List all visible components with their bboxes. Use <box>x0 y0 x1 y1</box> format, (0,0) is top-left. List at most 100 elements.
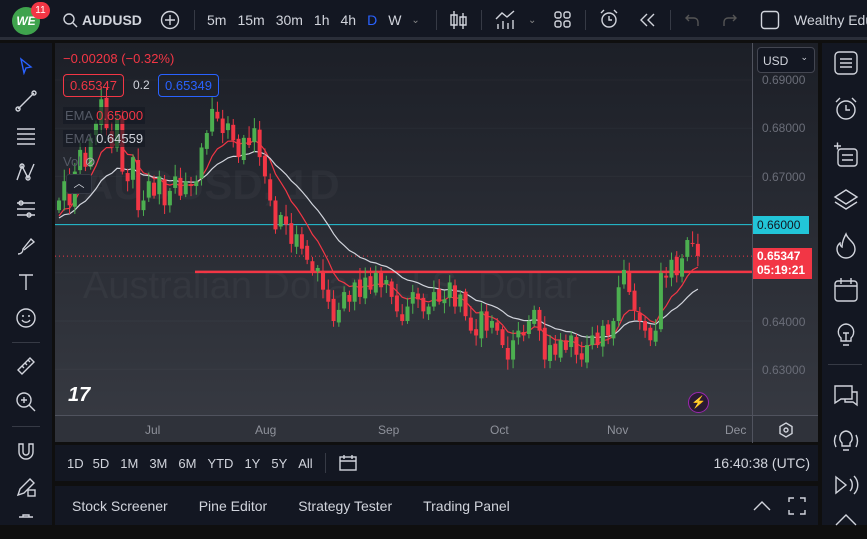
ema-slow-legend[interactable]: EMA 0.64559 <box>63 130 146 147</box>
fib-retracement-icon[interactable] <box>13 123 39 149</box>
lock-drawing-icon[interactable] <box>13 474 39 500</box>
add-symbol-icon[interactable] <box>160 10 180 30</box>
hotlist-fire-icon[interactable] <box>832 231 860 259</box>
level-price-label: 0.66000 <box>753 216 809 234</box>
utc-clock[interactable]: 16:40:38 (UTC) <box>713 455 810 471</box>
range-5y[interactable]: 5Y <box>271 455 288 471</box>
range-1y[interactable]: 1Y <box>244 455 261 471</box>
chevron-down-icon[interactable]: ⌄ <box>411 14 420 26</box>
alert-icon[interactable] <box>598 8 620 32</box>
brush-icon[interactable] <box>13 233 39 259</box>
projection-icon[interactable] <box>13 196 39 222</box>
candle-body <box>368 276 373 290</box>
chart-pane[interactable]: AUDUSD, 1D Australian Dollar / U.S. Doll… <box>55 43 752 415</box>
candle-body <box>690 242 695 244</box>
tab-strategy-tester[interactable]: Strategy Tester <box>298 497 393 514</box>
data-window-icon[interactable] <box>832 141 860 169</box>
tab-pine-editor[interactable]: Pine Editor <box>198 497 268 514</box>
cursor-icon[interactable] <box>13 53 39 79</box>
eye-hidden-icon[interactable]: ⊘ <box>84 154 96 169</box>
tf-d[interactable]: D <box>367 12 378 28</box>
candle-body <box>62 181 67 201</box>
text-icon[interactable] <box>13 269 39 295</box>
redo-icon[interactable] <box>722 12 738 28</box>
trend-line-icon[interactable] <box>13 88 39 114</box>
volume-legend[interactable]: Vol ⊘ <box>63 154 96 169</box>
date-range-bar: 1D 5D 1M 3M 6M YTD 1Y 5Y All 16:40:38 (U… <box>55 445 818 481</box>
replay-icon[interactable] <box>638 12 658 28</box>
undo-icon[interactable] <box>684 12 700 28</box>
ruler-icon[interactable] <box>13 353 39 379</box>
play-broadcast-icon[interactable] <box>832 471 860 499</box>
chevron-up-icon[interactable] <box>752 499 772 513</box>
tf-1h[interactable]: 1h <box>313 12 330 28</box>
range-all[interactable]: All <box>298 455 313 471</box>
layout-checkbox-icon[interactable] <box>760 10 780 30</box>
candle-body <box>442 299 447 304</box>
candle-body <box>484 311 489 331</box>
candle-body <box>231 124 236 141</box>
candle-body <box>321 270 325 290</box>
trash-icon[interactable] <box>13 510 39 536</box>
watchlist-icon[interactable] <box>832 49 860 77</box>
alarm-clock-icon[interactable] <box>832 95 860 123</box>
price-tick: 0.63000 <box>762 363 806 377</box>
range-1d[interactable]: 1D <box>67 455 84 471</box>
zoom-in-icon[interactable] <box>13 389 39 415</box>
indicators-icon[interactable] <box>494 9 516 31</box>
calendar-icon[interactable] <box>832 276 860 304</box>
candles-icon[interactable] <box>449 9 469 31</box>
currency-select[interactable]: USD ⌄ <box>757 47 815 73</box>
tf-15m[interactable]: 15m <box>237 12 265 28</box>
symbol-search[interactable]: AUDUSD <box>62 0 142 40</box>
range-5d[interactable]: 5D <box>92 455 110 471</box>
tab-stock-screener[interactable]: Stock Screener <box>72 497 168 514</box>
goto-date-icon[interactable] <box>338 454 358 472</box>
ideas-lightbulb-icon[interactable] <box>832 321 860 349</box>
right-sidebar <box>818 43 867 526</box>
collapse-legend-button[interactable]: ︿ <box>66 174 92 194</box>
range-ytd[interactable]: YTD <box>207 455 234 471</box>
range-3m[interactable]: 3M <box>149 455 168 471</box>
tradingview-logo[interactable]: 17 <box>68 384 91 406</box>
range-6m[interactable]: 6M <box>178 455 197 471</box>
ema-fast-legend[interactable]: EMA 0.65000 <box>63 107 146 124</box>
maximize-panel-icon[interactable] <box>788 496 806 515</box>
chat-icon[interactable] <box>832 382 860 410</box>
price-axis[interactable]: USD ⌄ 0.69000 0.68000 0.67000 0.64000 0.6… <box>752 43 818 415</box>
tf-w[interactable]: W <box>388 12 402 28</box>
streams-icon[interactable] <box>832 427 860 455</box>
layers-icon[interactable] <box>832 186 860 214</box>
candle-body <box>590 335 595 346</box>
candle-body <box>405 306 410 321</box>
candle-body <box>516 330 521 338</box>
tf-4h[interactable]: 4h <box>340 12 357 28</box>
candle-body <box>88 137 93 167</box>
layout-name[interactable]: Wealthy Edu <box>794 12 867 28</box>
tf-5m[interactable]: 5m <box>207 12 227 28</box>
candle-body <box>574 336 579 355</box>
last-price-label: 0.65347 05:19:21 <box>753 248 812 279</box>
patterns-icon[interactable] <box>13 160 39 186</box>
magnet-icon[interactable] <box>13 438 39 464</box>
time-axis[interactable]: Jul Aug Sep Oct Nov Dec <box>55 415 818 443</box>
candle-body <box>252 128 257 143</box>
buy-button[interactable]: 0.65349 <box>158 74 219 97</box>
candle-body <box>210 108 215 132</box>
help-icon[interactable] <box>832 511 860 539</box>
lightning-icon[interactable]: ⚡ <box>688 392 709 413</box>
tf-30m[interactable]: 30m <box>275 12 303 28</box>
candle-body <box>130 157 135 180</box>
sell-button[interactable]: 0.65347 <box>63 74 124 97</box>
candle-body <box>563 340 568 350</box>
chevron-down-icon[interactable]: ⌄ <box>528 14 537 26</box>
emoji-icon[interactable] <box>13 305 39 331</box>
price-plot[interactable] <box>55 43 752 415</box>
spread-value: 0.2 <box>133 78 150 92</box>
candle-body <box>400 314 405 321</box>
range-1m[interactable]: 1M <box>120 455 139 471</box>
candle-body <box>273 200 278 230</box>
tab-trading-panel[interactable]: Trading Panel <box>423 497 510 514</box>
settings-icon[interactable] <box>778 422 794 438</box>
layouts-icon[interactable] <box>553 10 573 30</box>
